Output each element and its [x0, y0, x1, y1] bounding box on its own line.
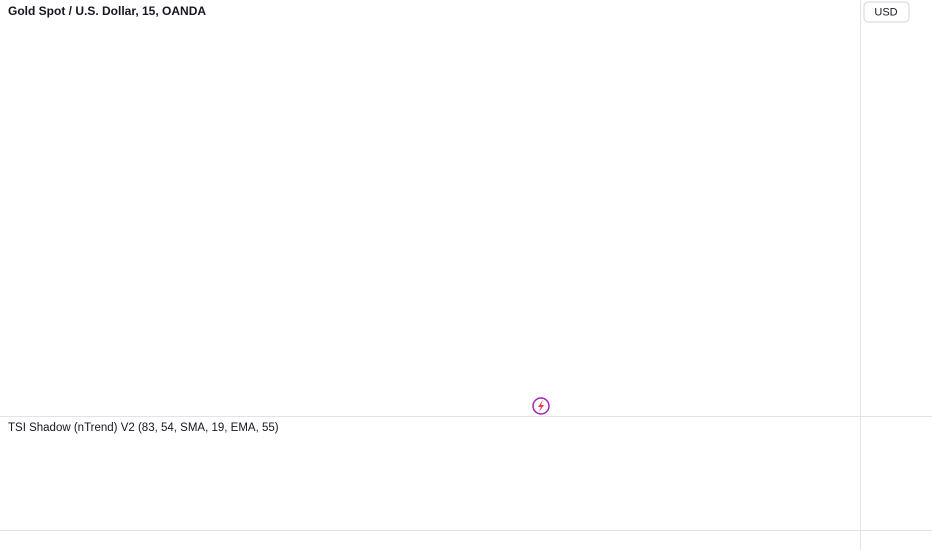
alert-icon[interactable]	[532, 397, 550, 415]
currency[interactable]: USD	[874, 6, 897, 18]
indicator-title: TSI Shadow (nTrend) V2 (83, 54, SMA, 19,…	[8, 422, 279, 434]
currency-box[interactable]	[863, 1, 910, 23]
alert-bolt[interactable]	[538, 400, 544, 412]
symbol-title: Gold Spot / U.S. Dollar, 15, OANDA	[8, 4, 206, 18]
